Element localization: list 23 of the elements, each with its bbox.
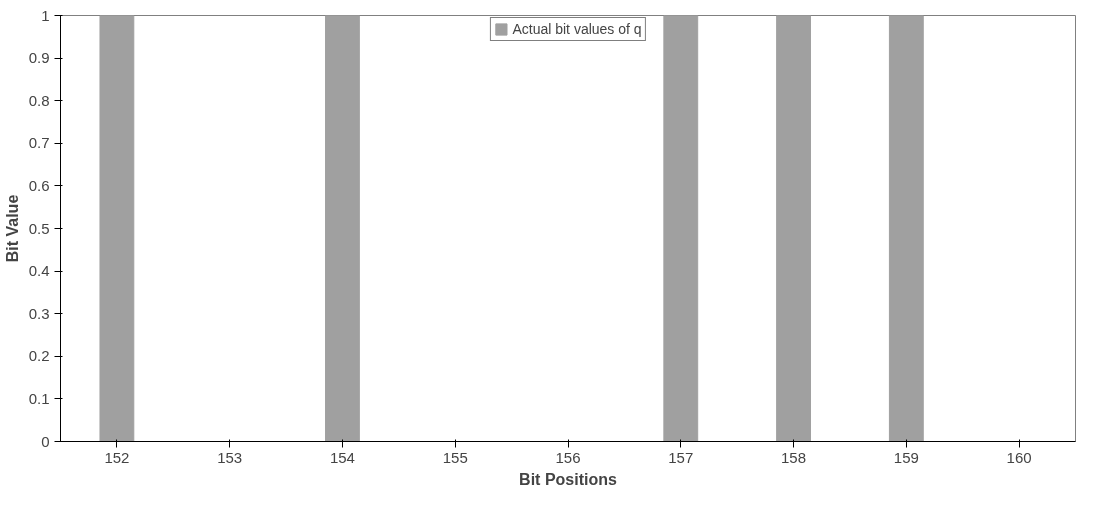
x-tick-label: 156 [555,448,581,466]
y-tick-label: 0.7 [28,134,50,152]
y-tick-label: 0.3 [28,304,50,322]
x-tick-label: 157 [668,448,694,466]
x-tick-label: 159 [893,448,919,466]
x-axis-title: Bit Positions [519,470,617,488]
y-tick-label: 0.1 [28,389,50,407]
x-tick-label: 152 [104,448,130,466]
y-axis-title: Bit Value [3,194,21,263]
x-tick-label: 158 [781,448,807,466]
y-tick-label: 0 [41,432,50,450]
x-tick-label: 153 [217,448,243,466]
x-tick-label: 155 [442,448,468,466]
y-tick-label: 0.2 [28,347,50,365]
y-tick-label: 0.5 [28,219,50,237]
y-tick-label: 0.8 [28,91,50,109]
y-tick-label: 1 [41,6,50,24]
legend-label: Actual bit values of q [512,21,642,37]
y-tick-label: 0.9 [28,49,50,67]
y-tick-label: 0.6 [28,176,50,194]
x-tick-label: 160 [1006,448,1032,466]
x-tick-label: 154 [329,448,355,466]
y-tick-label: 0.4 [28,262,50,280]
